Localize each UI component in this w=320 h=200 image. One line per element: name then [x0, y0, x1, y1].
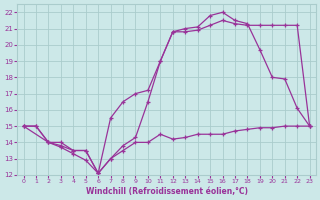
X-axis label: Windchill (Refroidissement éolien,°C): Windchill (Refroidissement éolien,°C) [85, 187, 248, 196]
